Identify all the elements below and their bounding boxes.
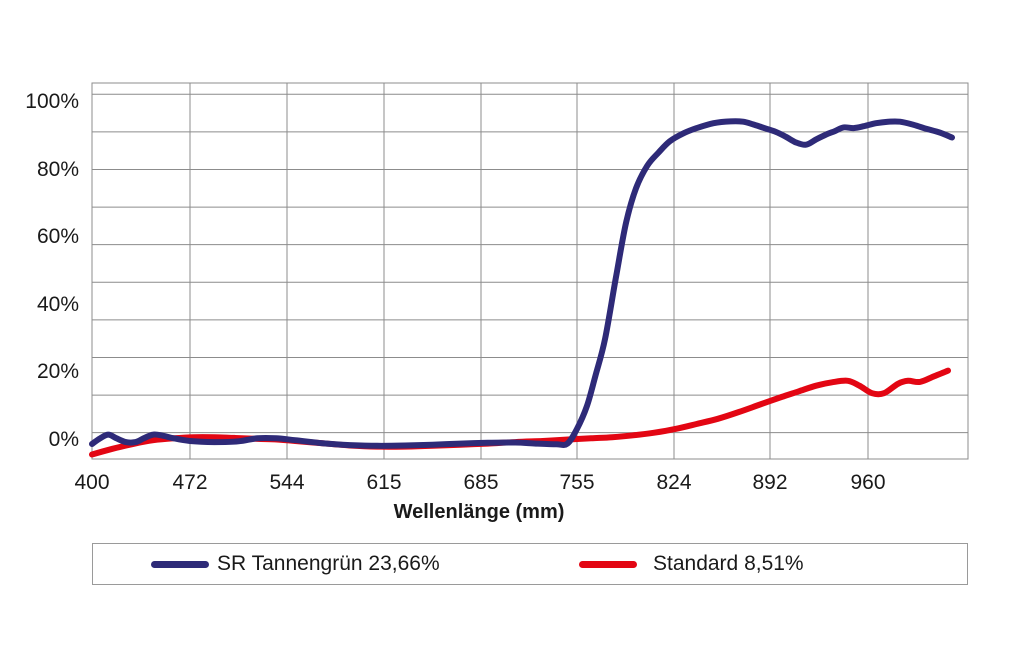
series-line-standard [89, 367, 951, 458]
chart-grid [92, 83, 968, 459]
plot-frame [91, 82, 969, 460]
x-tick-label: 824 [656, 471, 691, 494]
series-line-sr-tannengruen [89, 118, 955, 449]
x-axis-ticks: 400 472 544 615 685 755 824 892 960 [74, 471, 885, 494]
x-tick-label: 892 [752, 471, 787, 494]
y-tick-label: 40% [37, 293, 79, 316]
legend-label-sr-tannengruen: SR Tannengrün 23,66% [217, 552, 440, 575]
legend-item-standard: Standard 8,51% [579, 544, 804, 584]
x-tick-label: 685 [463, 471, 498, 494]
x-tick-label: 615 [366, 471, 401, 494]
legend-label-standard: Standard 8,51% [653, 552, 804, 575]
chart-legend: SR Tannengrün 23,66% Standard 8,51% [92, 543, 968, 585]
legend-item-sr-tannengruen: SR Tannengrün 23,66% [151, 544, 440, 584]
legend-swatch-standard [579, 560, 637, 568]
chart-series [89, 118, 955, 458]
line-chart: 0% 20% 40% 60% 80% 100% 400 472 544 615 685 755 824… [25, 82, 969, 523]
y-tick-label: 100% [25, 90, 79, 113]
x-tick-label: 544 [269, 471, 304, 494]
x-tick-label: 400 [74, 471, 109, 494]
x-tick-label: 755 [559, 471, 594, 494]
x-axis-label: Wellenlänge (mm) [394, 501, 565, 523]
y-tick-label: 0% [49, 428, 79, 451]
y-axis-ticks: 0% 20% 40% 60% 80% 100% [25, 90, 79, 451]
y-tick-label: 60% [37, 225, 79, 248]
y-tick-label: 20% [37, 360, 79, 383]
legend-swatch-sr-tannengruen [151, 560, 209, 568]
x-tick-label: 472 [172, 471, 207, 494]
x-tick-label: 960 [850, 471, 885, 494]
y-tick-label: 80% [37, 158, 79, 181]
